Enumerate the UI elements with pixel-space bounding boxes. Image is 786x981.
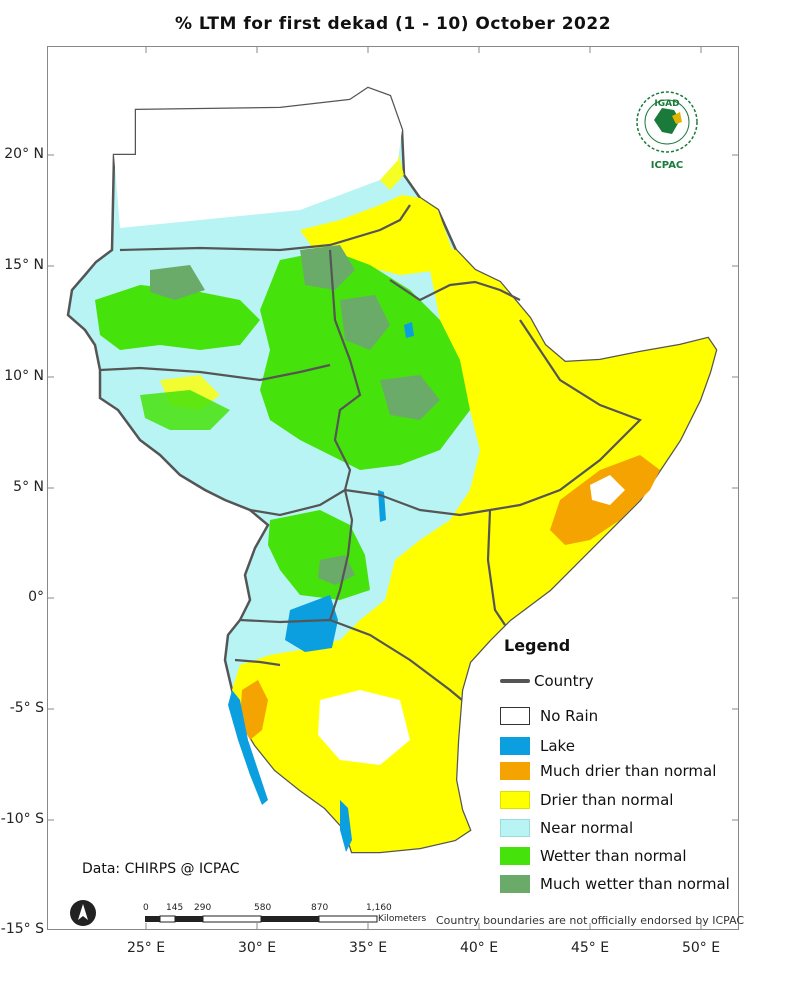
- zone-no-rain-somalia: [590, 475, 625, 505]
- lake-tanganyika: [228, 690, 268, 805]
- zone-much-wetter-1: [300, 245, 355, 290]
- scale-label: 0: [143, 903, 149, 913]
- y-tick-15S: -15° S: [0, 921, 44, 937]
- legend-label: Wetter than normal: [540, 847, 687, 865]
- legend-swatch: [500, 762, 530, 780]
- north-arrow-icon: [70, 900, 96, 926]
- y-tick-5N: 5° N: [13, 479, 44, 495]
- logo-text-icpac: ICPAC: [650, 160, 684, 171]
- legend-item-drier: Drier than normal: [500, 790, 673, 810]
- legend-item-near-normal: Near normal: [500, 818, 633, 838]
- legend-label: Much drier than normal: [540, 762, 717, 780]
- legend-item-much-wetter: Much wetter than normal: [500, 874, 730, 894]
- y-tick-10N: 10° N: [4, 368, 44, 384]
- y-tick-5S: -5° S: [9, 700, 44, 716]
- scale-label: 580: [254, 903, 272, 913]
- y-tick-0: 0°: [28, 589, 44, 605]
- map-title: % LTM for first dekad (1 - 10) October 2…: [174, 14, 612, 34]
- disclaimer-text: Country boundaries are not officially en…: [436, 914, 745, 927]
- legend-swatch: [500, 819, 530, 837]
- lake-victoria: [285, 595, 338, 652]
- legend-label: No Rain: [540, 707, 599, 725]
- country-borders: [99, 204, 642, 701]
- x-tick-40E: 40° E: [459, 940, 499, 956]
- x-tick-25E: 25° E: [126, 940, 166, 956]
- scale-unit: Kilometers: [378, 914, 427, 924]
- zone-no-rain-tanzania: [318, 690, 410, 765]
- lake-turkana: [378, 490, 386, 522]
- data-source: Data: CHIRPS @ ICPAC: [82, 861, 240, 877]
- x-tick-50E: 50° E: [681, 940, 721, 956]
- y-tick-20N: 20° N: [4, 146, 44, 162]
- x-tick-30E: 30° E: [237, 940, 277, 956]
- legend-label: Much wetter than normal: [540, 875, 730, 893]
- scale-label: 1,160: [366, 903, 392, 913]
- legend-label: Lake: [540, 737, 575, 755]
- x-tick-35E: 35° E: [348, 940, 388, 956]
- scale-label: 290: [194, 903, 212, 913]
- y-tick-15N: 15° N: [4, 257, 44, 273]
- country-line-swatch: [500, 679, 530, 683]
- x-tick-45E: 45° E: [570, 940, 610, 956]
- y-tick-10S: -10° S: [0, 811, 44, 827]
- legend-item-no-rain: No Rain: [500, 706, 598, 726]
- legend-swatch: [500, 847, 530, 865]
- zone-no-rain-north: [114, 88, 402, 228]
- legend-item-lake: Lake: [500, 736, 575, 756]
- legend-swatch: [500, 737, 530, 755]
- zone-much-wetter-4: [150, 265, 205, 300]
- legend-item-wetter: Wetter than normal: [500, 846, 687, 866]
- zone-much-wetter-2: [340, 295, 390, 350]
- legend-country: Country: [500, 671, 594, 691]
- legend-swatch: [500, 875, 530, 893]
- lake-malawi: [340, 800, 352, 852]
- lake-tana: [404, 322, 414, 338]
- scale-label: 145: [166, 903, 184, 913]
- legend-swatch: [500, 707, 530, 725]
- zone-wetter-chad: [140, 390, 230, 430]
- legend-country-label: Country: [534, 672, 594, 690]
- zone-wetter-west: [95, 285, 260, 350]
- legend-swatch: [500, 791, 530, 809]
- legend-label: Drier than normal: [540, 791, 674, 809]
- legend-item-much-drier: Much drier than normal: [500, 761, 716, 781]
- scale-bar: [145, 915, 378, 923]
- igad-icpac-logo: [636, 91, 698, 153]
- zone-much-wetter-3: [380, 375, 440, 420]
- legend-label: Near normal: [540, 819, 634, 837]
- scale-label: 870: [311, 903, 329, 913]
- logo-text-igad: IGAD: [654, 99, 680, 109]
- legend-title: Legend: [504, 636, 571, 655]
- zone-much-drier-tanzania: [240, 680, 268, 740]
